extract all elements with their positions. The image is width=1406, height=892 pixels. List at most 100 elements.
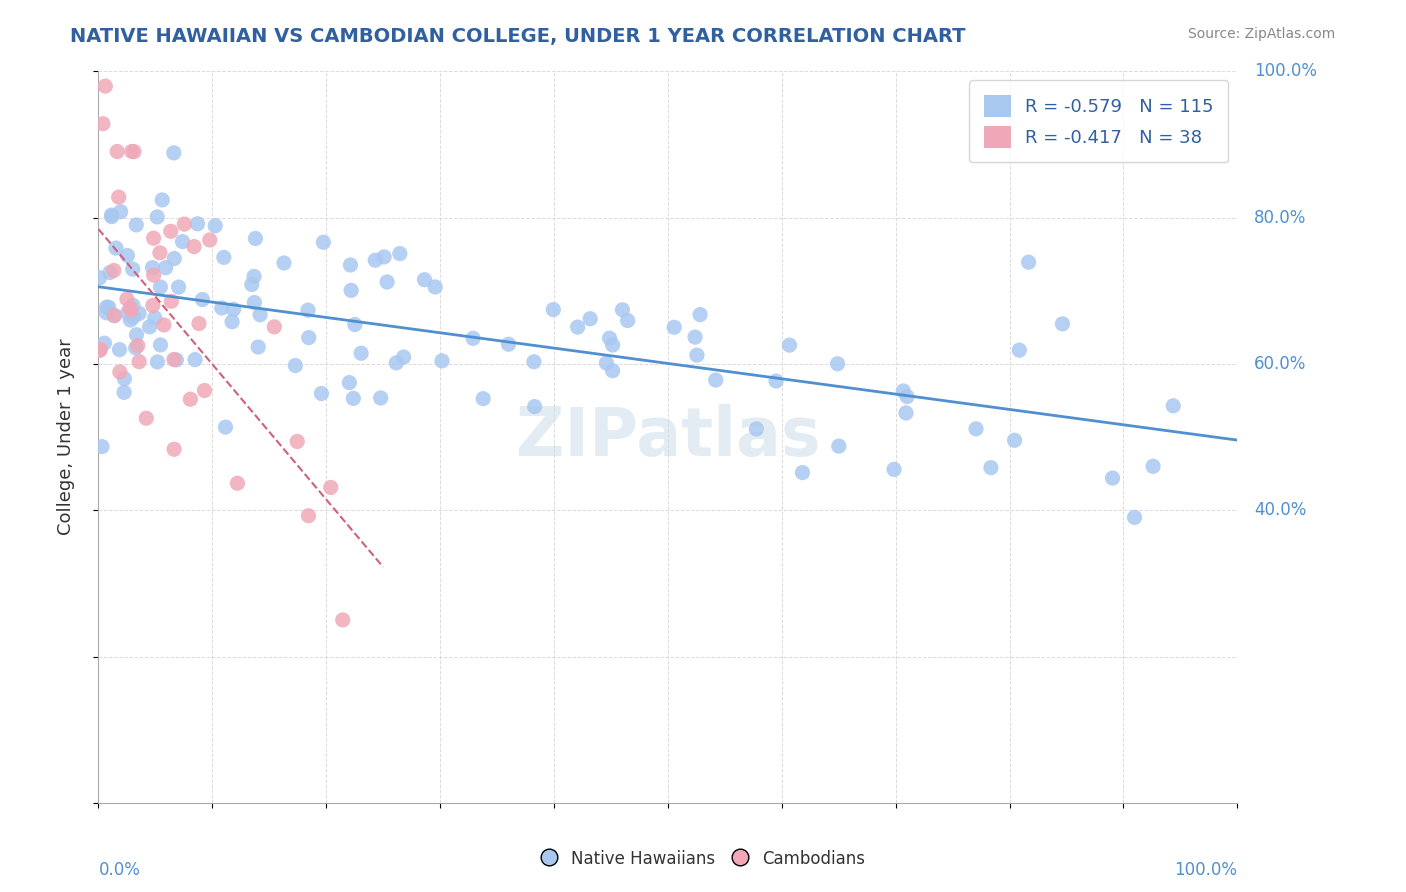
Point [602, 364, 624, 378]
Point [94, 79, 117, 94]
Point [172, 235, 194, 249]
Point [117, 306, 139, 320]
Point [97, 300, 120, 314]
Point [142, 231, 165, 245]
Point [543, 302, 565, 317]
Point [100, 208, 122, 222]
Point [117, 248, 139, 262]
Point [579, 311, 602, 326]
Point [616, 313, 638, 327]
Point [827, 357, 849, 371]
Point [312, 235, 335, 250]
Point [423, 280, 446, 294]
Point [112, 385, 135, 400]
Point [896, 390, 918, 404]
Point [498, 337, 520, 351]
Point [523, 355, 546, 369]
Point [245, 231, 267, 245]
Point [143, 310, 166, 325]
Point [704, 373, 727, 387]
Point [128, 306, 150, 320]
Point [689, 308, 711, 322]
Point [1123, 510, 1146, 524]
Point [112, 372, 135, 386]
Point [370, 391, 392, 405]
Point [894, 406, 917, 420]
Point [96, 300, 118, 314]
Text: ZIPatlas: ZIPatlas [516, 404, 820, 470]
Point [120, 303, 142, 318]
Point [965, 422, 987, 436]
Point [121, 145, 143, 159]
Point [146, 210, 169, 224]
Point [108, 343, 131, 357]
Point [125, 327, 148, 342]
Point [602, 338, 624, 352]
Point [135, 411, 157, 425]
Point [104, 241, 127, 255]
Point [159, 224, 181, 238]
Point [686, 348, 709, 362]
Y-axis label: College, Under 1 year: College, Under 1 year [56, 339, 75, 535]
Point [1101, 471, 1123, 485]
Point [121, 262, 143, 277]
Point [332, 613, 354, 627]
Legend: R = -0.579   N = 115, R = -0.417   N = 38: R = -0.579 N = 115, R = -0.417 N = 38 [969, 80, 1229, 162]
Point [107, 190, 129, 204]
Point [385, 356, 408, 370]
Point [183, 239, 205, 253]
Point [243, 295, 266, 310]
Point [96, 306, 118, 320]
Point [273, 256, 295, 270]
Point [364, 253, 387, 268]
Point [89, 343, 111, 357]
Point [388, 246, 411, 260]
Point [89, 343, 111, 358]
Point [186, 217, 208, 231]
Point [163, 442, 186, 457]
Text: 100.0%: 100.0% [1254, 62, 1317, 80]
Text: 100.0%: 100.0% [1174, 862, 1237, 880]
Point [243, 269, 266, 284]
Point [595, 356, 617, 370]
Point [883, 462, 905, 476]
Point [188, 317, 211, 331]
Point [167, 280, 190, 294]
Point [204, 219, 226, 233]
Point [103, 263, 125, 277]
Point [150, 193, 173, 207]
Point [138, 319, 160, 334]
Point [284, 359, 307, 373]
Point [350, 346, 373, 360]
Point [105, 145, 128, 159]
Point [980, 460, 1002, 475]
Point [155, 260, 177, 275]
Point [193, 384, 215, 398]
Point [373, 250, 395, 264]
Point [612, 302, 634, 317]
Point [891, 384, 914, 398]
Point [125, 218, 148, 232]
Point [342, 392, 364, 406]
Point [122, 145, 145, 159]
Point [98, 266, 121, 280]
Point [184, 352, 207, 367]
Point [146, 355, 169, 369]
Point [298, 330, 321, 344]
Point [163, 252, 186, 266]
Point [1008, 343, 1031, 358]
Point [1004, 434, 1026, 448]
Point [173, 217, 195, 231]
Point [792, 466, 814, 480]
Legend: Native Hawaiians, Cambodians: Native Hawaiians, Cambodians [534, 844, 872, 875]
Point [125, 341, 148, 355]
Point [100, 210, 122, 224]
Point [1161, 399, 1184, 413]
Point [212, 251, 235, 265]
Point [683, 330, 706, 344]
Point [523, 400, 546, 414]
Point [263, 319, 285, 334]
Point [249, 308, 271, 322]
Point [343, 318, 366, 332]
Point [664, 320, 686, 334]
